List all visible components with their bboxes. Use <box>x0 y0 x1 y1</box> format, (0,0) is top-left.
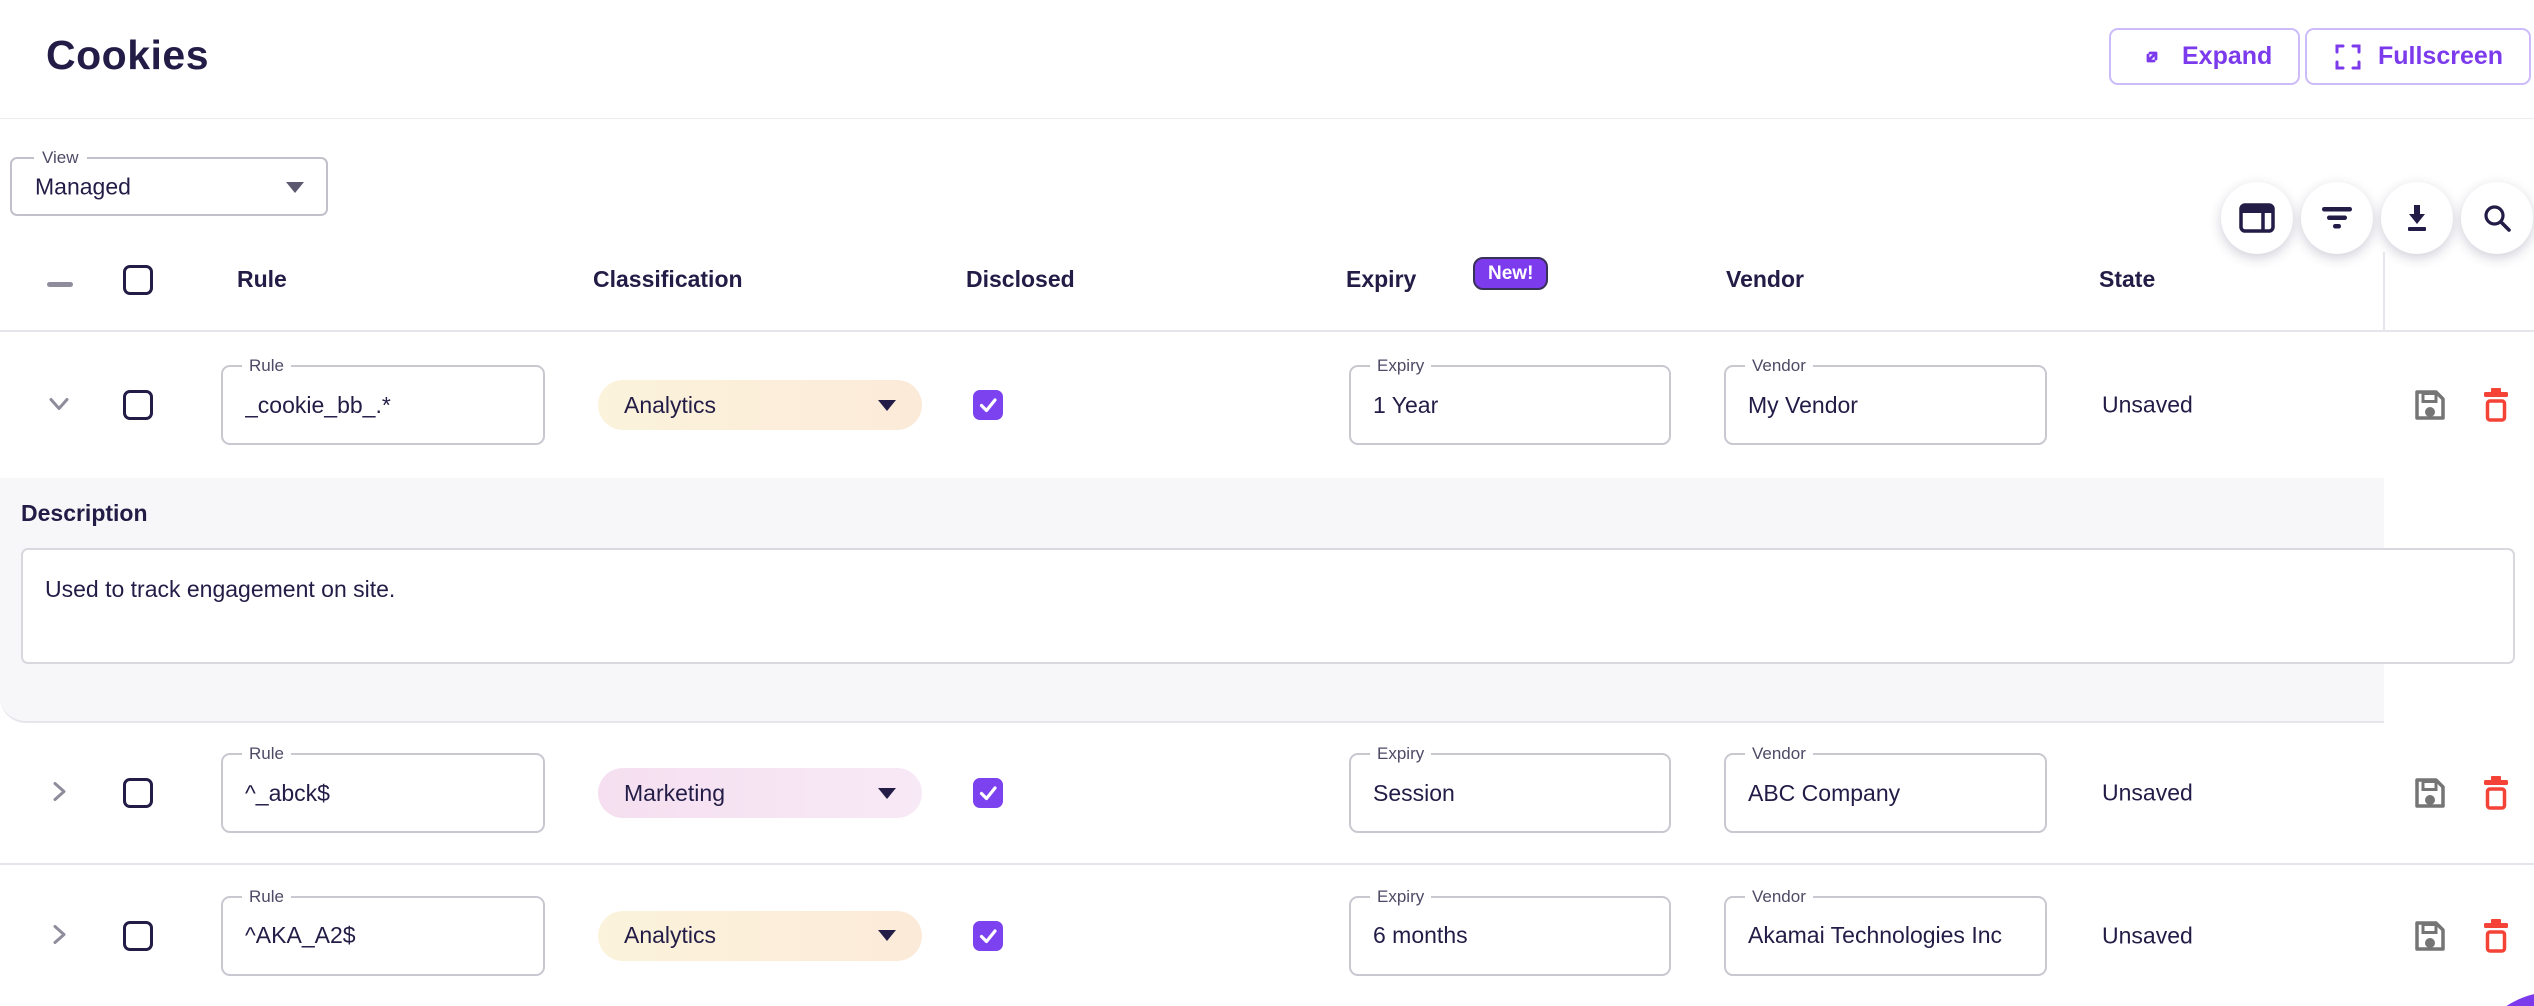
vendor-input[interactable] <box>1748 897 2023 974</box>
fullscreen-button[interactable]: Fullscreen <box>2305 28 2532 85</box>
row-checkbox[interactable] <box>123 778 153 808</box>
expand-arrows-icon <box>2137 42 2167 72</box>
classification-select[interactable]: Marketing <box>598 768 922 818</box>
column-header-vendor: Vendor <box>1726 266 1804 292</box>
fullscreen-icon <box>2333 42 2363 72</box>
expiry-field: Expiry <box>1349 356 1671 445</box>
table-row: Rule Marketing Expiry Vendor Unsaved <box>0 723 2534 865</box>
search-button[interactable] <box>2461 182 2533 254</box>
state-text: Unsaved <box>2102 922 2193 948</box>
column-header-expiry: Expiry <box>1346 266 1417 292</box>
download-button[interactable] <box>2381 182 2453 254</box>
vendor-field: Vendor <box>1724 356 2047 445</box>
collapse-all-minus-icon[interactable] <box>47 282 73 287</box>
rule-field: Rule <box>221 744 545 833</box>
check-icon <box>979 928 997 943</box>
rule-field: Rule <box>221 356 545 445</box>
filter-button[interactable] <box>2301 182 2373 254</box>
save-button[interactable] <box>2412 775 2448 811</box>
view-select-value: Managed <box>35 173 131 199</box>
check-icon <box>979 398 997 413</box>
state-text: Unsaved <box>2102 779 2193 806</box>
disclosed-checkbox[interactable] <box>973 778 1003 808</box>
delete-button[interactable] <box>2481 918 2511 953</box>
column-header-classification: Classification <box>593 266 743 292</box>
chevron-right-icon <box>53 782 66 801</box>
chevron-down-icon <box>878 930 896 941</box>
column-header-state: State <box>2099 266 2156 292</box>
description-textarea[interactable]: Used to track engagement on site. <box>21 548 2515 664</box>
chevron-down-icon <box>49 398 69 410</box>
check-icon <box>979 786 997 801</box>
vendor-input[interactable] <box>1748 755 2023 831</box>
expiry-input[interactable] <box>1373 367 1647 443</box>
classification-select[interactable]: Analytics <box>598 380 922 430</box>
select-all-checkbox[interactable] <box>123 265 153 295</box>
table-header: Rule Classification Disclosed Expiry New… <box>0 240 2534 332</box>
expand-row-button[interactable] <box>44 919 74 952</box>
save-button[interactable] <box>2412 387 2448 423</box>
column-view-icon <box>2239 203 2275 233</box>
header-divider <box>0 118 2534 119</box>
save-button[interactable] <box>2412 918 2448 954</box>
filter-icon <box>2319 205 2355 231</box>
expand-button-label: Expand <box>2182 42 2273 70</box>
column-header-disclosed: Disclosed <box>966 266 1075 292</box>
row-checkbox[interactable] <box>123 390 153 420</box>
disclosed-checkbox[interactable] <box>973 390 1003 420</box>
vendor-field: Vendor <box>1724 744 2047 833</box>
save-icon <box>2415 920 2445 951</box>
expiry-field: Expiry <box>1349 744 1671 833</box>
trash-icon <box>2484 388 2508 422</box>
save-icon <box>2415 778 2445 808</box>
classification-value: Analytics <box>624 391 717 418</box>
expiry-field: Expiry <box>1349 886 1671 976</box>
chevron-down-icon <box>878 787 896 799</box>
column-header-rule: Rule <box>237 266 287 292</box>
table-row: Rule Analytics Expiry Vendor Unsaved <box>0 332 2534 478</box>
rule-input[interactable] <box>245 897 521 974</box>
page-title: Cookies <box>46 32 209 78</box>
trash-icon <box>2484 776 2508 810</box>
chevron-down-icon <box>878 399 896 411</box>
view-select-label: View <box>34 148 87 168</box>
search-icon <box>2481 202 2513 234</box>
disclosed-checkbox[interactable] <box>973 920 1003 951</box>
rule-field: Rule <box>221 886 545 976</box>
table-row: Rule Analytics Expiry Vendor Unsaved <box>0 865 2534 1006</box>
expand-button[interactable]: Expand <box>2109 28 2301 85</box>
description-label: Description <box>21 500 148 526</box>
expand-row-button[interactable] <box>44 777 74 810</box>
state-text: Unsaved <box>2102 391 2193 418</box>
description-text: Used to track engagement on site. <box>45 576 396 602</box>
view-select[interactable]: View Managed <box>10 148 328 216</box>
expiry-input[interactable] <box>1373 897 1647 974</box>
rule-input[interactable] <box>245 755 521 831</box>
chevron-right-icon <box>53 924 66 944</box>
expiry-input[interactable] <box>1373 755 1647 831</box>
row-checkbox[interactable] <box>123 920 153 951</box>
rule-input[interactable] <box>245 367 521 443</box>
delete-button[interactable] <box>2481 388 2511 422</box>
fullscreen-button-label: Fullscreen <box>2378 42 2504 70</box>
collapse-row-button[interactable] <box>44 389 74 422</box>
download-icon <box>2401 202 2433 234</box>
vendor-field: Vendor <box>1724 886 2047 976</box>
save-icon <box>2415 390 2445 420</box>
classification-value: Analytics <box>624 922 717 948</box>
column-view-button[interactable] <box>2221 182 2293 254</box>
trash-icon <box>2484 918 2508 953</box>
vendor-input[interactable] <box>1748 367 2023 443</box>
chevron-down-icon <box>286 181 304 193</box>
new-badge: New! <box>1473 257 1549 290</box>
delete-button[interactable] <box>2481 776 2511 810</box>
classification-select[interactable]: Analytics <box>598 910 922 961</box>
classification-value: Marketing <box>624 779 725 806</box>
